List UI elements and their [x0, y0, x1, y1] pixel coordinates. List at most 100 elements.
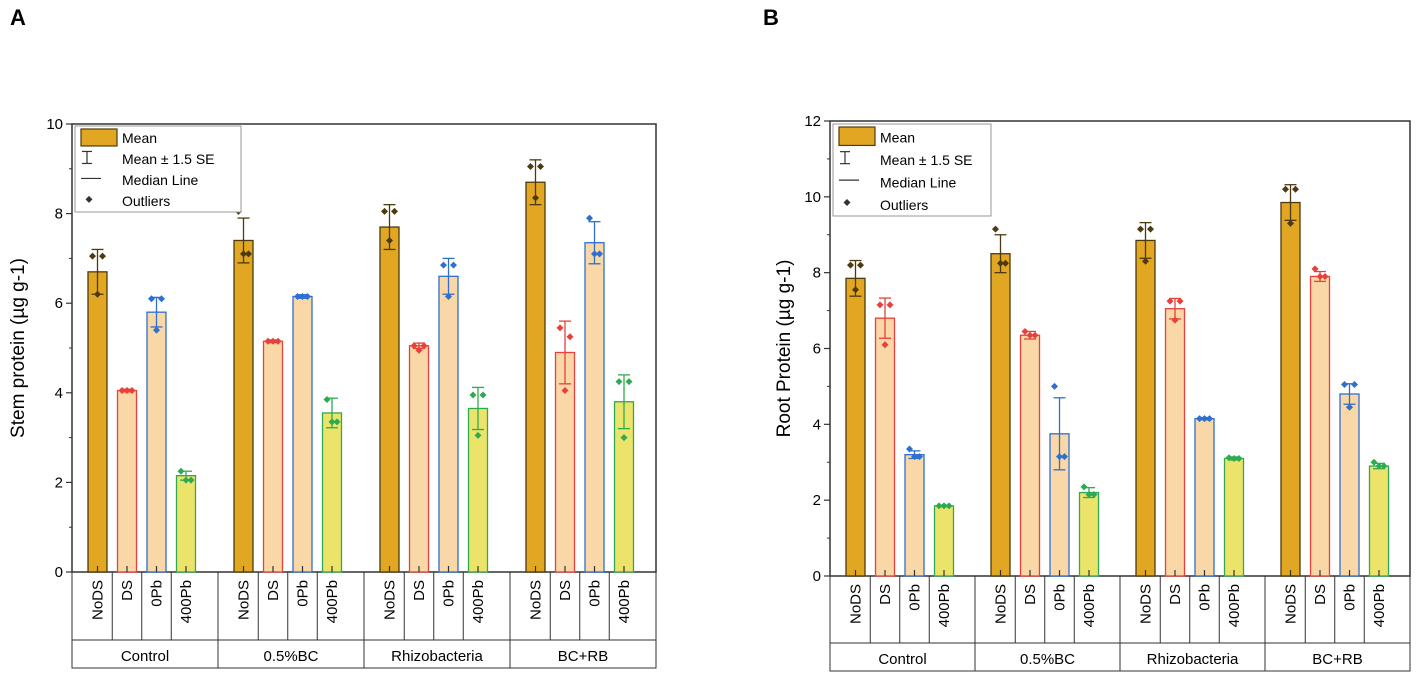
y-tick-label: 8 [813, 265, 821, 282]
data-point [420, 342, 428, 350]
data-point [391, 207, 398, 215]
data-point [99, 252, 106, 260]
data-point [997, 259, 1004, 267]
data-point [469, 391, 477, 399]
bar-ds [1309, 275, 1331, 577]
category-label: DS [557, 580, 574, 601]
data-point [1282, 185, 1289, 193]
data-point [153, 326, 160, 334]
category-label: DS [119, 580, 136, 601]
data-point [1021, 327, 1029, 335]
data-point [1085, 490, 1093, 498]
data-point [323, 396, 331, 404]
data-point [1142, 257, 1149, 265]
category-label: 0Pb [295, 580, 312, 607]
data-point [1171, 316, 1179, 324]
data-point [537, 163, 544, 171]
y-tick-label: 6 [55, 295, 63, 312]
category-label: 400Pb [470, 580, 487, 623]
bar-400pb [175, 475, 197, 573]
bar-ds [116, 389, 138, 573]
category-label: NoDS [1283, 584, 1300, 624]
bar-nods [990, 253, 1011, 577]
data-point [240, 250, 247, 258]
data-point [1051, 382, 1058, 390]
data-point [445, 292, 452, 300]
data-point [561, 387, 569, 395]
legend-outlier-label: Outliers [880, 197, 928, 213]
data-point [1026, 331, 1034, 339]
bar-nods [379, 226, 400, 573]
bar-ds [1164, 308, 1186, 577]
data-point [440, 261, 447, 269]
data-point [94, 290, 101, 298]
data-point [881, 341, 889, 349]
data-point [415, 346, 423, 354]
category-label: DS [1167, 584, 1184, 605]
bar-400pb [1368, 465, 1390, 577]
y-tick-label: 0 [55, 564, 63, 581]
data-point [450, 261, 457, 269]
data-point [532, 194, 539, 202]
bar-ds [554, 351, 576, 573]
data-point [1166, 297, 1174, 305]
group-label: 0.5%BC [1020, 651, 1075, 668]
data-point [935, 502, 943, 510]
category-label: 400Pb [936, 584, 953, 627]
category-label: 0Pb [1342, 584, 1359, 611]
category-label: 0Pb [907, 584, 924, 611]
legend-mean-swatch [838, 126, 876, 147]
legend-error-label: Mean ± 1.5 SE [880, 152, 973, 168]
data-point [386, 236, 393, 244]
legend-mean-label: Mean [122, 130, 157, 146]
category-label: 400Pb [1226, 584, 1243, 627]
bar-nods [87, 271, 108, 573]
data-point [1235, 454, 1243, 462]
data-point [1002, 259, 1009, 267]
data-point [381, 207, 388, 215]
bar-nods [525, 181, 546, 573]
data-point [586, 214, 593, 222]
category-label: NoDS [90, 580, 107, 620]
data-point [1346, 403, 1353, 411]
data-point [566, 333, 574, 341]
data-point [118, 387, 126, 395]
category-label: NoDS [528, 580, 545, 620]
data-point [1292, 185, 1299, 193]
legend-outlier-swatch [843, 199, 851, 207]
y-axis-title: Stem protein (µg g-1) [8, 258, 29, 438]
y-axis-title: Root Protein (µg g-1) [774, 260, 795, 438]
bar-ds [262, 340, 284, 573]
category-label: DS [1312, 584, 1329, 605]
data-point [274, 337, 282, 345]
group-label: BC+RB [1312, 651, 1362, 668]
group-label: Rhizobacteria [391, 648, 483, 665]
data-point [177, 467, 185, 475]
category-label: NoDS [1138, 584, 1155, 624]
bar-400pb [1078, 491, 1100, 577]
data-point [128, 387, 136, 395]
y-tick-label: 2 [55, 474, 63, 491]
data-point [1206, 415, 1213, 423]
data-point [182, 476, 190, 484]
data-point [1225, 454, 1233, 462]
group-label: BC+RB [558, 648, 608, 665]
bar-nods [845, 277, 866, 577]
data-point [1137, 225, 1144, 233]
legend-error-label: Mean ± 1.5 SE [122, 151, 215, 167]
data-point [304, 292, 311, 300]
data-point [625, 378, 633, 386]
data-point [945, 502, 953, 510]
data-point [1380, 462, 1388, 470]
category-label: DS [877, 584, 894, 605]
category-label: NoDS [848, 584, 865, 624]
data-point [299, 292, 306, 300]
legend-outlier-swatch [85, 195, 93, 203]
category-label: DS [1022, 584, 1039, 605]
data-point [1287, 219, 1294, 227]
data-point [245, 250, 252, 258]
category-label: 0Pb [441, 580, 458, 607]
category-label: 400Pb [1081, 584, 1098, 627]
data-point [556, 324, 564, 332]
